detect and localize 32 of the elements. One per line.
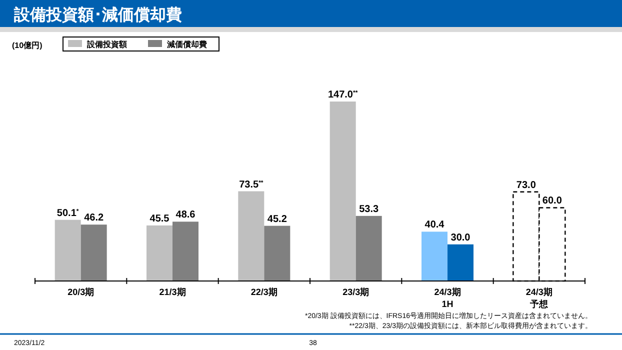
data-label: 147.0$^{**}$ xyxy=(328,90,358,101)
bar xyxy=(80,224,107,281)
bar xyxy=(238,191,264,281)
data-label: 50.1$^{*}$ xyxy=(56,208,80,219)
bar xyxy=(146,225,172,281)
x-tick-label: 22/3期 xyxy=(250,287,278,297)
bar xyxy=(448,244,474,281)
data-label: 53.3 xyxy=(359,204,379,215)
bar xyxy=(54,220,81,281)
data-label: 40.4 xyxy=(424,220,445,231)
data-label: 60.0 xyxy=(542,196,562,207)
x-tick-label: 21/3期 xyxy=(159,287,186,297)
data-label: 73.0 xyxy=(516,180,536,191)
data-label: 48.6 xyxy=(176,210,196,221)
x-tick-label: 20/3期 xyxy=(68,287,94,297)
bar xyxy=(264,226,290,281)
data-label: 30.0 xyxy=(450,232,471,244)
bar xyxy=(422,232,448,281)
legend-label: 設備投資額 xyxy=(86,40,127,49)
x-tick-label: 24/3期1H xyxy=(434,287,461,309)
bar xyxy=(330,102,356,281)
chart-title: 設備投資額･減価償却費 xyxy=(13,6,182,24)
bar xyxy=(356,216,382,281)
data-label: 46.2 xyxy=(84,212,104,224)
bar xyxy=(172,222,198,281)
data-label: 45.5 xyxy=(150,213,170,224)
legend-label: 減価償却費 xyxy=(166,40,207,49)
data-label: 73.5$^{**}$ xyxy=(239,179,264,190)
x-tick-label: 24/3期予想 xyxy=(526,287,552,309)
text: (10億円) xyxy=(12,41,43,50)
data-label: 45.2 xyxy=(267,214,288,225)
x-tick-label: 23/3期 xyxy=(342,287,370,297)
